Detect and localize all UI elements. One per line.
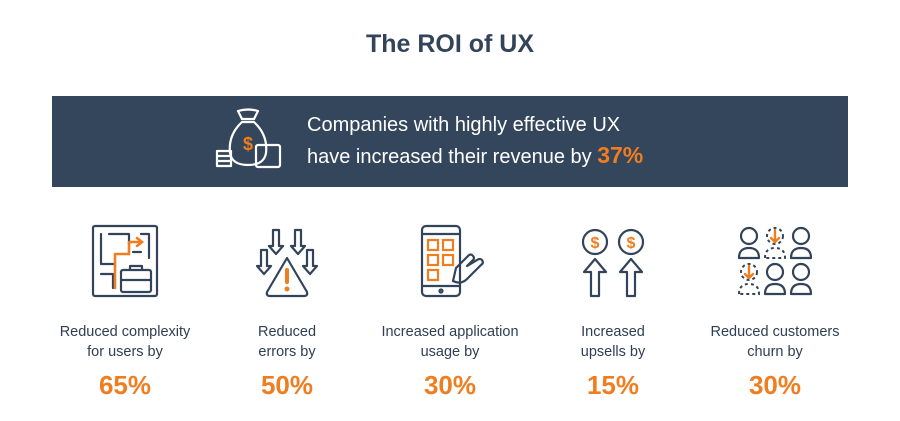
stat-label: Reduced customers churn by [690,322,860,362]
stat-label-line-2: errors by [258,344,316,360]
stat-usage: Increased application usage by 30% [365,222,535,401]
money-bag-icon: $ [215,108,282,169]
stat-label-line-2: usage by [420,344,480,360]
banner-line-2: have increased their revenue by 37% [307,140,643,172]
stat-value: 65% [98,370,152,400]
stat-label-line-2: churn by [747,344,803,360]
warning-arrows-icon [255,228,319,298]
stat-complexity: Reduced complexity for users by 65% [40,222,210,401]
stat-upsells: $ $ Increased upsells by 15% [528,222,698,401]
stat-label-line-2: upsells by [580,344,646,360]
stat-value: 50% [260,370,314,400]
banner-value: 37% [597,142,644,168]
stat-label: Reduced complexity for users by [40,322,210,362]
stat-label: Increased application usage by [365,322,535,362]
banner-line-1: Companies with highly effective UX [307,114,621,136]
revenue-banner: $ Companies with highly effective UX hav… [52,96,848,187]
stat-label-line-1: Increased [581,324,645,340]
phone-tap-icon [420,224,484,298]
customers-icon [737,226,813,296]
banner-line-2-text: have increased their revenue by [307,146,592,168]
stat-label-line-1: Increased application [381,324,519,340]
stat-label: Increased upsells by [528,322,698,362]
stat-label: Reduced errors by [202,322,372,362]
svg-text:$: $ [243,134,253,154]
stat-label-line-1: Reduced complexity [59,324,191,340]
stat-churn: Reduced customers churn by 30% [690,222,860,401]
maze-briefcase-icon [91,224,159,298]
stat-label-line-1: Reduced [257,324,317,340]
stat-value: 30% [423,370,477,400]
page-title: The ROI of UX [365,30,535,58]
svg-text:$: $ [591,235,600,252]
svg-text:$: $ [627,235,636,252]
stat-label-line-1: Reduced customers [710,324,840,340]
banner-text: Companies with highly effective UX have … [307,110,643,172]
stat-value: 30% [748,370,802,400]
stat-errors: Reduced errors by 50% [202,222,372,401]
stat-label-line-2: for users by [87,344,163,360]
stat-value: 15% [586,370,640,400]
dollar-up-arrows-icon: $ $ [581,228,645,298]
